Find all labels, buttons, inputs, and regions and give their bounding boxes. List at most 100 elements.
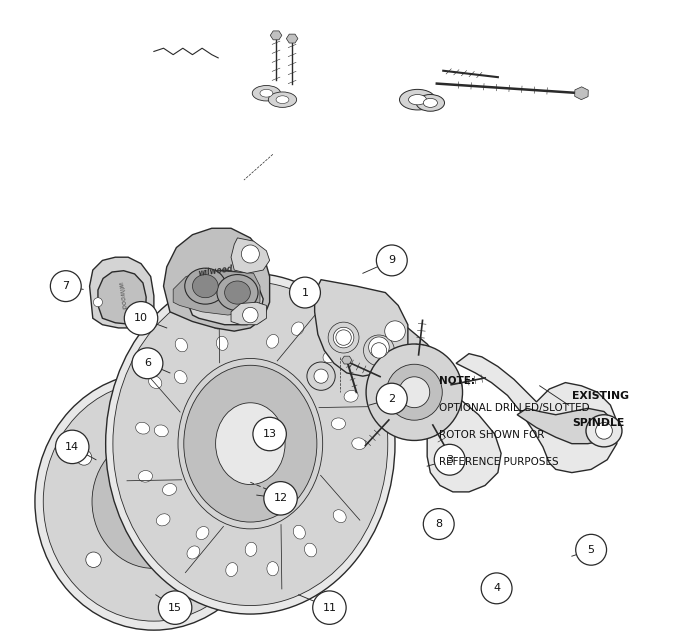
Ellipse shape	[260, 89, 273, 97]
Ellipse shape	[196, 527, 209, 539]
Ellipse shape	[409, 95, 426, 105]
Ellipse shape	[333, 510, 346, 523]
Circle shape	[253, 417, 286, 451]
Circle shape	[50, 271, 81, 302]
Polygon shape	[231, 238, 270, 273]
Circle shape	[132, 348, 163, 379]
Circle shape	[264, 482, 298, 515]
Ellipse shape	[276, 96, 289, 104]
Ellipse shape	[154, 425, 168, 437]
Ellipse shape	[174, 370, 187, 384]
Polygon shape	[342, 356, 352, 364]
Polygon shape	[286, 34, 298, 43]
Ellipse shape	[424, 98, 438, 107]
Ellipse shape	[399, 377, 430, 408]
Text: wilwood: wilwood	[117, 281, 127, 311]
Ellipse shape	[416, 95, 444, 111]
Polygon shape	[427, 386, 501, 492]
Ellipse shape	[193, 275, 218, 298]
Text: wilwood: wilwood	[197, 264, 233, 278]
Ellipse shape	[92, 435, 216, 568]
Text: 1: 1	[302, 287, 309, 298]
Polygon shape	[164, 228, 270, 331]
Circle shape	[377, 383, 407, 414]
Text: 12: 12	[274, 493, 288, 503]
Text: 2: 2	[389, 394, 396, 404]
Ellipse shape	[216, 403, 285, 485]
Ellipse shape	[245, 542, 257, 556]
Circle shape	[163, 408, 179, 424]
Ellipse shape	[307, 362, 335, 390]
Ellipse shape	[267, 561, 279, 575]
Text: OPTIONAL DRILLED/SLOTTED: OPTIONAL DRILLED/SLOTTED	[439, 403, 589, 413]
Polygon shape	[231, 302, 267, 325]
Ellipse shape	[386, 364, 442, 421]
Circle shape	[227, 485, 242, 500]
Polygon shape	[314, 280, 408, 376]
Ellipse shape	[184, 365, 317, 522]
Text: 5: 5	[587, 545, 594, 555]
Ellipse shape	[211, 315, 223, 329]
Circle shape	[241, 245, 259, 263]
Ellipse shape	[148, 376, 162, 388]
Ellipse shape	[162, 484, 176, 495]
Ellipse shape	[113, 282, 388, 606]
Text: 13: 13	[262, 429, 276, 439]
Ellipse shape	[106, 273, 395, 614]
Ellipse shape	[366, 344, 463, 440]
Ellipse shape	[35, 373, 273, 630]
Ellipse shape	[267, 334, 279, 349]
Text: SPINDLE: SPINDLE	[572, 418, 624, 428]
Circle shape	[333, 327, 354, 348]
Polygon shape	[575, 87, 588, 100]
Text: 10: 10	[134, 313, 148, 323]
Ellipse shape	[226, 563, 238, 577]
Text: 3: 3	[446, 455, 453, 465]
Polygon shape	[173, 270, 260, 315]
Circle shape	[371, 343, 386, 358]
Ellipse shape	[175, 338, 188, 352]
Circle shape	[93, 298, 102, 307]
Text: 14: 14	[65, 442, 79, 452]
Circle shape	[481, 573, 512, 604]
Ellipse shape	[400, 89, 435, 110]
Circle shape	[86, 552, 101, 568]
Circle shape	[385, 321, 405, 341]
Ellipse shape	[309, 365, 322, 377]
Circle shape	[158, 591, 192, 624]
Ellipse shape	[43, 382, 265, 621]
Circle shape	[125, 302, 158, 335]
Text: 11: 11	[323, 602, 337, 613]
Text: 7: 7	[62, 281, 69, 291]
Text: EXISTING: EXISTING	[572, 390, 629, 401]
Ellipse shape	[217, 275, 258, 311]
Circle shape	[596, 422, 612, 439]
Text: NOTE:: NOTE:	[439, 376, 475, 386]
Circle shape	[424, 509, 454, 539]
Circle shape	[369, 337, 389, 358]
Text: REFERENCE PURPOSES: REFERENCE PURPOSES	[439, 457, 559, 467]
Ellipse shape	[363, 335, 394, 366]
Circle shape	[290, 277, 321, 308]
Text: 6: 6	[144, 358, 151, 368]
Ellipse shape	[352, 438, 366, 449]
Ellipse shape	[323, 350, 337, 363]
Ellipse shape	[187, 546, 199, 559]
Text: 15: 15	[168, 602, 182, 613]
Circle shape	[243, 307, 258, 323]
Ellipse shape	[291, 322, 304, 335]
Ellipse shape	[293, 525, 305, 539]
Ellipse shape	[139, 471, 153, 482]
Polygon shape	[517, 408, 614, 444]
Polygon shape	[186, 270, 263, 325]
Text: 8: 8	[435, 519, 442, 529]
Polygon shape	[270, 31, 282, 40]
Circle shape	[336, 330, 351, 345]
Ellipse shape	[268, 92, 297, 107]
Text: 9: 9	[389, 255, 396, 266]
Ellipse shape	[120, 466, 187, 538]
Circle shape	[377, 245, 407, 276]
Polygon shape	[90, 257, 154, 328]
Polygon shape	[456, 354, 617, 473]
Ellipse shape	[252, 309, 264, 323]
